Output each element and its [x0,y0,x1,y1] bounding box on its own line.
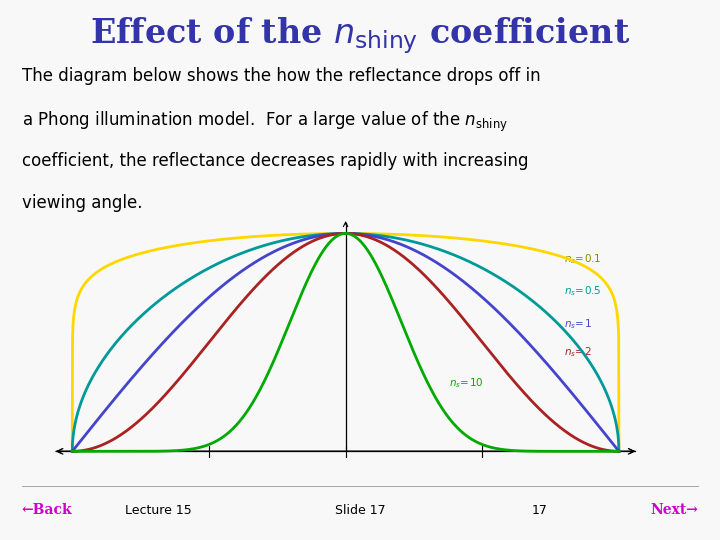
Text: Lecture 15: Lecture 15 [125,504,192,517]
Text: $n_s\!=\!1$: $n_s\!=\!1$ [564,317,592,331]
Text: 17: 17 [532,504,548,517]
Text: $n_s\!=\!2$: $n_s\!=\!2$ [564,346,592,359]
Text: Effect of the $\mathit{n}_\mathrm{shiny}$ coefficient: Effect of the $\mathit{n}_\mathrm{shiny}… [90,15,630,56]
Text: coefficient, the reflectance decreases rapidly with increasing: coefficient, the reflectance decreases r… [22,152,528,170]
Text: The diagram below shows the how the reflectance drops off in: The diagram below shows the how the refl… [22,68,540,85]
Text: $n_s\!=\!10$: $n_s\!=\!10$ [449,376,484,390]
Text: Slide 17: Slide 17 [335,504,385,517]
Text: Next→: Next→ [651,503,698,517]
Text: viewing angle.: viewing angle. [22,194,142,212]
Text: $n_s\!=\!0.5$: $n_s\!=\!0.5$ [564,285,602,298]
Text: a Phong illumination model.  For a large value of the $\mathit{n}_\mathrm{shiny}: a Phong illumination model. For a large … [22,110,508,134]
Text: $n_s\!=\!0.1$: $n_s\!=\!0.1$ [564,252,602,266]
Text: ←Back: ←Back [22,503,72,517]
